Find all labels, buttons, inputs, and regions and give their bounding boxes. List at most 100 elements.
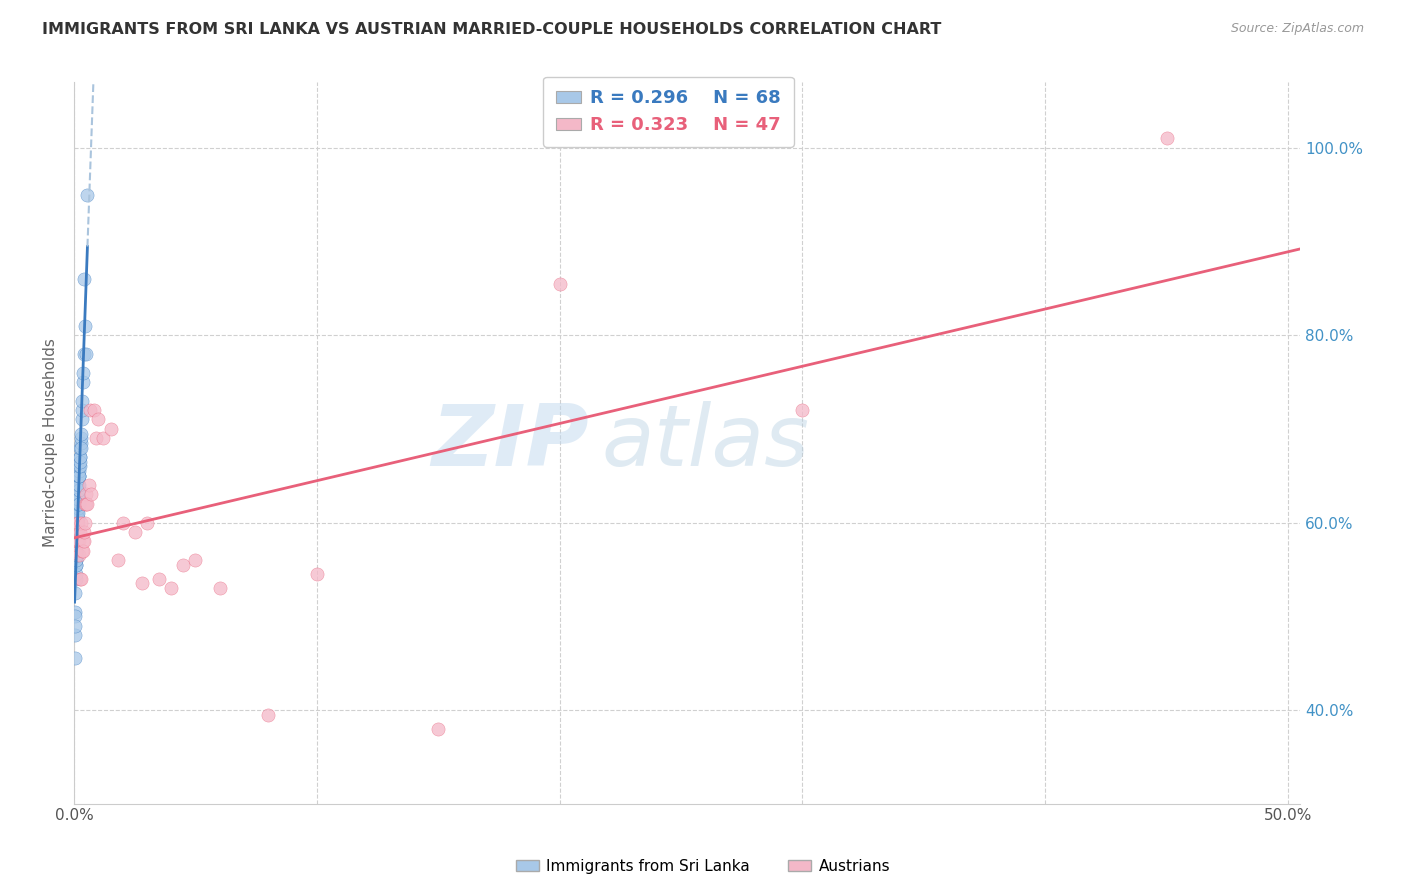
- Point: [427, 722, 450, 736]
- Point: [66, 520, 89, 534]
- Point: [66, 501, 89, 516]
- Point: [80, 487, 103, 501]
- Point: [107, 553, 129, 567]
- Point: [63, 651, 86, 665]
- Point: [73, 516, 96, 530]
- Point: [160, 581, 183, 595]
- Point: [148, 572, 170, 586]
- Point: [65, 524, 87, 539]
- Point: [67, 549, 90, 563]
- Point: [65, 558, 87, 572]
- Point: [70, 431, 93, 445]
- Point: [65, 520, 87, 534]
- Point: [70, 393, 93, 408]
- Point: [100, 422, 122, 436]
- Point: [63, 586, 86, 600]
- Point: [77, 478, 100, 492]
- Point: [66, 524, 89, 539]
- Point: [67, 483, 90, 497]
- Point: [73, 272, 96, 286]
- Point: [66, 511, 89, 525]
- Point: [135, 516, 157, 530]
- Point: [66, 516, 89, 530]
- Point: [111, 516, 134, 530]
- Point: [66, 530, 89, 544]
- Text: atlas: atlas: [602, 401, 810, 484]
- Point: [792, 403, 814, 417]
- Point: [69, 436, 91, 450]
- Text: IMMIGRANTS FROM SRI LANKA VS AUSTRIAN MARRIED-COUPLE HOUSEHOLDS CORRELATION CHAR: IMMIGRANTS FROM SRI LANKA VS AUSTRIAN MA…: [42, 22, 942, 37]
- Point: [1156, 131, 1178, 145]
- Point: [66, 487, 89, 501]
- Point: [66, 497, 89, 511]
- Point: [66, 534, 89, 549]
- Point: [73, 347, 96, 361]
- Point: [66, 501, 89, 516]
- Point: [72, 375, 94, 389]
- Point: [65, 539, 87, 553]
- Text: Source: ZipAtlas.com: Source: ZipAtlas.com: [1230, 22, 1364, 36]
- Point: [66, 534, 89, 549]
- Point: [84, 431, 107, 445]
- Point: [72, 366, 94, 380]
- Point: [69, 572, 91, 586]
- Point: [83, 403, 105, 417]
- Point: [70, 516, 93, 530]
- Point: [66, 506, 89, 520]
- Point: [91, 431, 114, 445]
- Point: [75, 487, 97, 501]
- Point: [65, 618, 87, 632]
- Legend: R = 0.296    N = 68, R = 0.323    N = 47: R = 0.296 N = 68, R = 0.323 N = 47: [544, 77, 794, 147]
- Point: [72, 534, 94, 549]
- Point: [69, 455, 91, 469]
- Point: [208, 581, 231, 595]
- Point: [67, 459, 90, 474]
- Point: [67, 483, 90, 497]
- Point: [65, 549, 87, 563]
- Point: [76, 187, 98, 202]
- Point: [65, 553, 87, 567]
- Point: [66, 478, 89, 492]
- Point: [67, 468, 90, 483]
- Point: [73, 318, 96, 333]
- Point: [66, 492, 89, 507]
- Point: [131, 576, 153, 591]
- Point: [65, 534, 87, 549]
- Point: [65, 553, 87, 567]
- Point: [67, 478, 90, 492]
- Point: [69, 441, 91, 455]
- Point: [70, 572, 93, 586]
- Point: [67, 516, 90, 530]
- Point: [548, 277, 571, 291]
- Point: [65, 567, 87, 582]
- Point: [63, 628, 86, 642]
- Point: [70, 403, 93, 417]
- Point: [65, 516, 87, 530]
- Point: [65, 572, 87, 586]
- Y-axis label: Married-couple Households: Married-couple Households: [44, 338, 58, 548]
- Point: [65, 609, 87, 624]
- Text: ZIP: ZIP: [432, 401, 589, 484]
- Point: [65, 558, 87, 572]
- Point: [66, 516, 89, 530]
- Point: [69, 450, 91, 464]
- Point: [172, 558, 194, 572]
- Point: [66, 516, 89, 530]
- Point: [75, 347, 97, 361]
- Point: [76, 497, 98, 511]
- Point: [79, 403, 101, 417]
- Point: [70, 441, 93, 455]
- Point: [65, 549, 87, 563]
- Point: [72, 543, 94, 558]
- Point: [67, 534, 90, 549]
- Point: [67, 478, 90, 492]
- Point: [63, 605, 86, 619]
- Point: [87, 412, 110, 426]
- Point: [67, 497, 90, 511]
- Point: [70, 543, 93, 558]
- Point: [184, 553, 207, 567]
- Point: [65, 543, 87, 558]
- Point: [75, 497, 97, 511]
- Point: [65, 506, 87, 520]
- Point: [67, 464, 90, 478]
